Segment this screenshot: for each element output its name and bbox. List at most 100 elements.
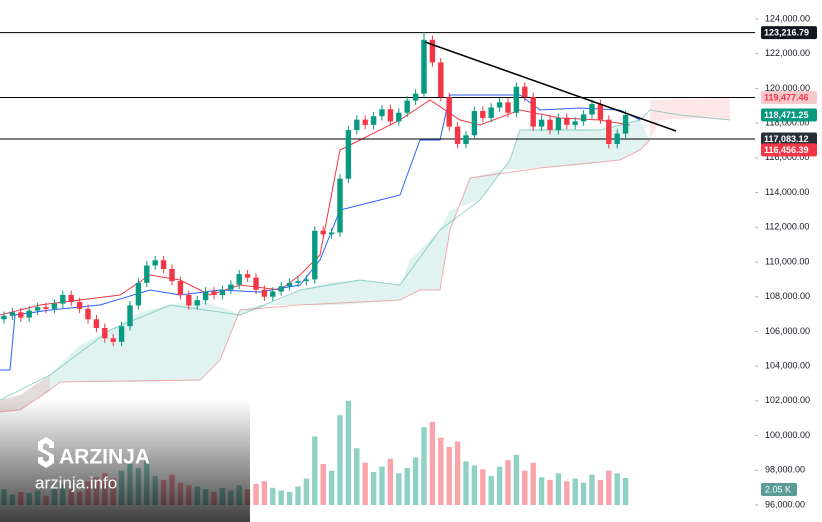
volume-bar	[286, 491, 293, 505]
ichimoku-cloud	[0, 94, 731, 413]
y-tick-label: 96,000.00	[765, 499, 805, 509]
candle-body	[614, 133, 620, 144]
volume-bar	[328, 470, 335, 505]
volume-bar	[564, 481, 570, 505]
candle-body	[219, 289, 226, 295]
candle-body	[244, 274, 251, 278]
candle-body	[429, 39, 436, 63]
watermark-brand: ARZINJA	[59, 446, 150, 469]
candle-body	[387, 109, 394, 122]
volume-bar	[614, 473, 620, 505]
y-tick-label: 100,000.00	[765, 430, 810, 440]
candle-body	[480, 110, 486, 118]
volume-bar	[488, 475, 494, 505]
candle-body	[463, 135, 469, 144]
candle-body	[320, 230, 326, 235]
volume-bar	[387, 458, 394, 505]
price-label-bg	[761, 132, 817, 146]
y-tick-label: 106,000.00	[765, 326, 810, 336]
price-label-bg	[761, 90, 817, 104]
candle-body	[76, 301, 83, 309]
candle-body	[110, 338, 116, 342]
candle-body	[303, 279, 310, 282]
volume-bar	[572, 478, 578, 505]
y-tick-label: 114,000.00	[765, 187, 809, 197]
volume-bar	[496, 466, 503, 505]
candle-body	[211, 291, 217, 295]
watermark-logo	[38, 437, 54, 468]
candle-body	[202, 291, 209, 301]
candle-body	[236, 274, 242, 285]
volume-bar	[597, 479, 604, 505]
volume-label: 2.05 K	[765, 484, 791, 494]
y-tick-label: 104,000.00	[765, 361, 810, 371]
candle-body	[345, 130, 352, 179]
candle-body	[253, 277, 259, 290]
candle-body	[26, 310, 32, 318]
candle-body	[362, 119, 368, 125]
candle-body	[396, 112, 402, 122]
candle-body	[538, 119, 545, 127]
candle-body	[60, 294, 66, 304]
volume-bar	[404, 468, 410, 505]
candle-body	[564, 117, 570, 125]
candle-body	[51, 303, 58, 309]
y-tick-label: 118,000.00	[765, 118, 809, 128]
candle-body	[85, 308, 91, 320]
price-label: 116,456.39	[764, 145, 809, 155]
y-tick-label: 102,000.00	[765, 395, 810, 405]
watermark-site: arzinja.info	[35, 473, 117, 492]
price-label-bg	[761, 143, 817, 157]
price-label: 119,477.46	[764, 92, 809, 102]
volume-bar	[421, 427, 427, 505]
candle-body	[1, 315, 7, 320]
y-tick-label: 116,000.00	[765, 152, 809, 162]
candle-body	[496, 102, 503, 108]
candle-body	[522, 86, 528, 98]
candle-body	[488, 107, 494, 118]
volume-bar	[547, 479, 553, 505]
candle-body	[622, 114, 629, 134]
volume-bar	[396, 473, 402, 505]
volume-bar	[429, 421, 436, 505]
volume-bar	[438, 437, 444, 505]
candle-body	[379, 109, 385, 117]
volume-bar	[354, 448, 360, 505]
candle-body	[580, 114, 587, 122]
candle-body	[328, 232, 335, 235]
candle-body	[597, 104, 604, 120]
price-label: 118,471.25	[764, 110, 809, 120]
volume-bar	[589, 474, 595, 505]
volume-bar	[522, 470, 528, 505]
candle-body	[169, 268, 175, 282]
candle-body	[446, 97, 452, 127]
candle-body	[261, 289, 268, 297]
volume-bar	[295, 486, 301, 505]
volume-bar	[253, 483, 259, 505]
candle-body	[9, 312, 16, 316]
candle-body	[270, 291, 276, 297]
y-tick-label: 110,000.00	[765, 256, 809, 266]
candle-body	[471, 110, 478, 136]
volume-bar	[312, 436, 318, 505]
volume-bar	[337, 415, 343, 505]
volume-bar	[412, 457, 419, 505]
price-label: 117,083.12	[764, 134, 809, 144]
volume-bar	[505, 460, 511, 505]
candle-body	[118, 326, 125, 342]
candle-body	[228, 284, 234, 290]
price-axis	[755, 0, 822, 522]
y-tick-label: 122,000.00	[765, 48, 810, 58]
price-label: 123,216.79	[764, 27, 809, 37]
candle-body	[572, 121, 578, 125]
volume-bar	[270, 487, 276, 505]
candle-body	[337, 178, 343, 233]
y-tick-label: 98,000.00	[765, 465, 805, 475]
volume-bar	[606, 470, 612, 505]
volume-bar	[278, 490, 284, 505]
trend-line	[424, 41, 677, 132]
candle-body	[127, 305, 133, 327]
candle-body	[505, 102, 511, 113]
watermark: ARZINJA arzinja.info	[35, 437, 150, 492]
